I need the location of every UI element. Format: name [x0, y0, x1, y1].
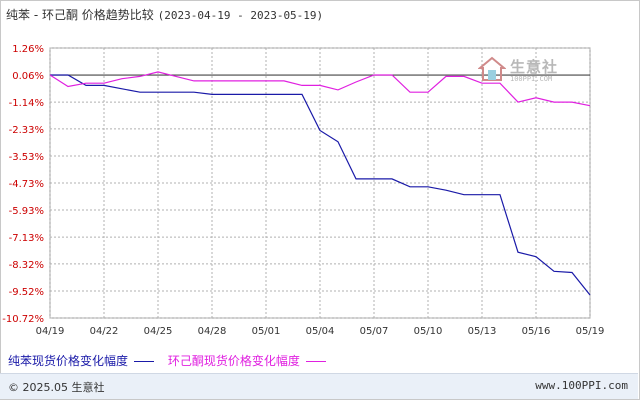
y-tick-label: 0.06% — [12, 71, 44, 82]
legend-swatch-benzene — [134, 361, 155, 362]
x-tick-label: 05/04 — [306, 326, 335, 337]
series-line-0 — [50, 74, 591, 296]
watermark-url: 100PPI.COM — [510, 75, 553, 83]
y-tick-labels: 1.26% 0.06% -1.14% -2.33% -3.53% -4.73% -5.93%… — [2, 44, 44, 325]
x-tick-label: 04/28 — [198, 326, 227, 337]
x-tick-label: 05/10 — [414, 326, 443, 337]
footer-copyright: © 2025.05 生意社 — [8, 381, 105, 394]
footer-site-link[interactable]: www.100PPI.com — [535, 379, 628, 392]
x-tick-label: 04/25 — [144, 326, 173, 337]
x-tick-label: 05/07 — [360, 326, 389, 337]
y-tick-label: -9.52% — [9, 287, 44, 298]
x-tick-label: 05/13 — [468, 326, 497, 337]
grid-layer — [49, 47, 591, 319]
x-tick-label: 05/01 — [252, 326, 281, 337]
x-tick-label: 05/16 — [522, 326, 551, 337]
y-tick-label: 1.26% — [12, 44, 44, 55]
chart-title-range: (2023-04-19 - 2023-05-19) — [157, 9, 324, 22]
y-tick-label: -4.73% — [9, 179, 44, 190]
y-tick-label: -10.72% — [2, 314, 44, 325]
chart-legend: 纯苯现货价格变化幅度 环己酮现货价格变化幅度 — [8, 352, 336, 369]
y-tick-label: -7.13% — [9, 233, 44, 244]
y-tick-label: -8.32% — [9, 260, 44, 271]
legend-label-cyclohexanone: 环己酮现货价格变化幅度 — [167, 354, 300, 368]
y-tick-label: -3.53% — [9, 152, 44, 163]
legend-label-benzene: 纯苯现货价格变化幅度 — [8, 354, 129, 368]
watermark-logo: 生意社 100PPI.COM — [478, 56, 578, 86]
footer-bar: © 2025.05 生意社 www.100PPI.com — [0, 373, 638, 399]
x-tick-label: 04/19 — [36, 326, 65, 337]
series-line-1 — [49, 71, 591, 107]
legend-item-benzene: 纯苯现货价格变化幅度 — [8, 352, 155, 369]
chart-title: 纯苯 - 环己酮 价格趋势比较 (2023-04-19 - 2023-05-19… — [6, 6, 323, 23]
house-icon — [478, 56, 506, 81]
y-tick-label: -2.33% — [9, 125, 44, 136]
legend-swatch-cyclohexanone — [305, 361, 326, 362]
y-tick-label: -1.14% — [9, 98, 44, 109]
chart-title-main: 纯苯 - 环己酮 价格趋势比较 — [6, 8, 154, 22]
y-tick-label: -5.93% — [9, 206, 44, 217]
line-chart: 1.26% 0.06% -1.14% -2.33% -3.53% -4.73% -5.93%… — [2, 44, 605, 337]
series-layer — [49, 71, 591, 296]
x-tick-labels: 04/19 04/22 04/25 04/28 05/01 05/04 05/07 05/10… — [36, 326, 605, 337]
legend-item-cyclohexanone: 环己酮现货价格变化幅度 — [168, 352, 326, 369]
x-tick-label: 04/22 — [90, 326, 119, 337]
watermark-text: 生意社 — [510, 58, 559, 76]
x-tick-label: 05/19 — [576, 326, 605, 337]
